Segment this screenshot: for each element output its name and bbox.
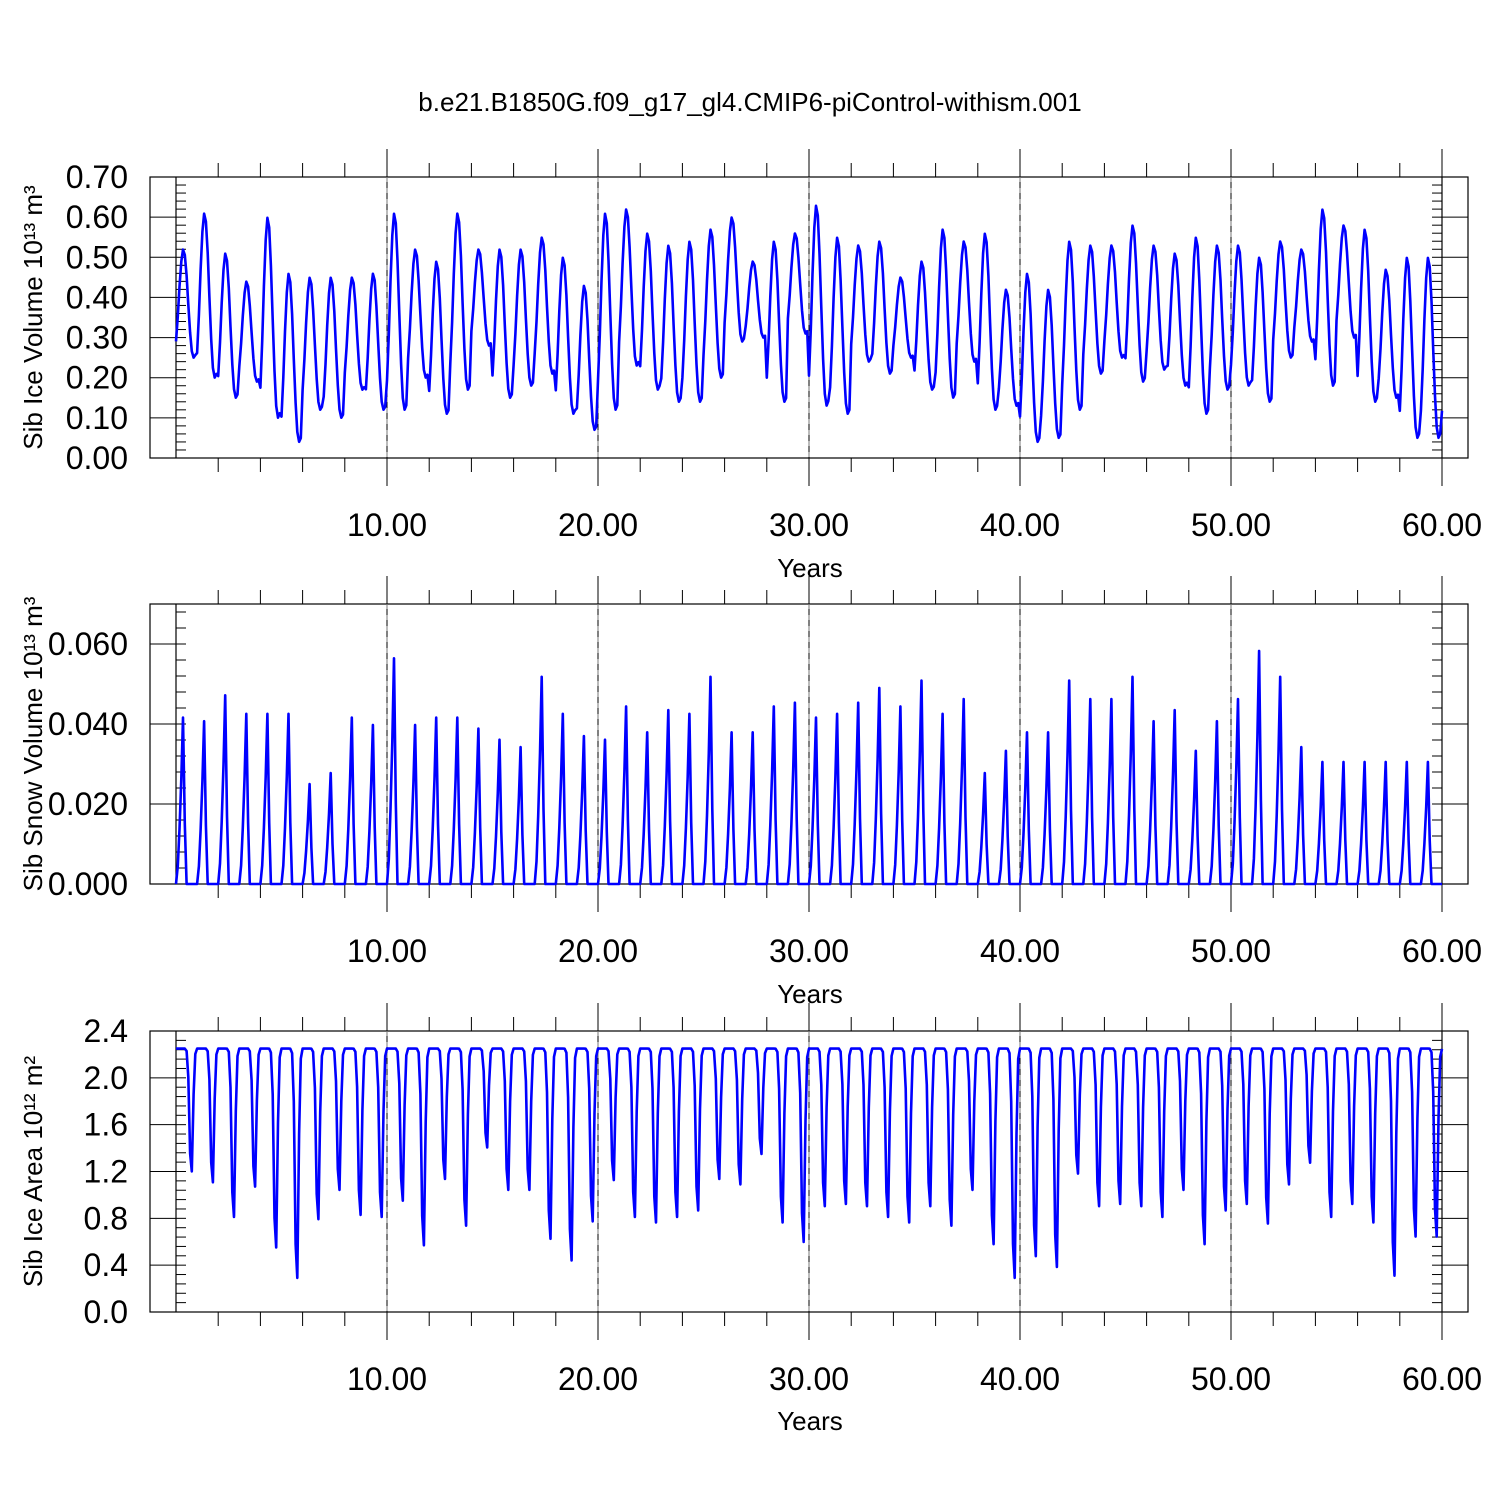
snow-volume-series-line [174,649,1442,886]
ice-area-y-tick-label: 0.0 [84,1294,128,1330]
snow-volume-panel: Years 10.00 20.00 30.00 40.00 50.00 60.00 0.00… [18,576,1482,1009]
ice-volume-y-tick-label: 0.70 [66,159,128,195]
ice-volume-x-tick-label: 30.00 [769,507,849,543]
ice-volume-x-tick-label: 60.00 [1402,507,1482,543]
ice-area-y-tick-label: 1.6 [84,1107,128,1143]
ice-volume-y-tick-label: 0.50 [66,239,128,275]
ice-volume-y-tick-label: 0.30 [66,320,128,356]
snow-volume-y-tick-label: 0.040 [48,706,128,742]
ice-area-y-label: Sib Ice Area 10¹² m² [18,1056,48,1288]
ice-area-x-label: Years [777,1406,843,1436]
snow-volume-y-tick-label: 0.060 [48,626,128,662]
snow-volume-y-tick-label: 0.000 [48,866,128,902]
snow-volume-x-tick-label: 10.00 [347,933,427,969]
ice-area-x-tick-label: 50.00 [1191,1361,1271,1397]
snow-volume-y-tick-label: 0.020 [48,786,128,822]
ice-area-y-tick-label: 2.4 [84,1013,128,1049]
ice-area-x-tick-label: 40.00 [980,1361,1060,1397]
ice-area-y-tick-label: 0.4 [84,1247,128,1283]
ice-volume-y-tick-label: 0.40 [66,279,128,315]
ice-area-series-line [176,1047,1444,1280]
snow-volume-x-tick-label: 20.00 [558,933,638,969]
ice-volume-y-tick-label: 0.20 [66,360,128,396]
figure-title: b.e21.B1850G.f09_g17_gl4.CMIP6-piControl… [418,87,1081,117]
ice-volume-y-tick-label: 0.10 [66,400,128,436]
ice-volume-x-tick-label: 10.00 [347,507,427,543]
ice-volume-x-label: Years [777,553,843,583]
ice-area-x-tick-label: 20.00 [558,1361,638,1397]
ice-area-panel: Years 10.00 20.00 30.00 40.00 50.00 60.00 0.0 0… [18,1003,1482,1436]
ice-volume-x-tick-label: 40.00 [980,507,1060,543]
snow-volume-x-tick-label: 30.00 [769,933,849,969]
ice-area-y-tick-label: 1.2 [84,1154,128,1190]
ice-area-y-tick-label: 2.0 [84,1060,128,1096]
ice-volume-x-tick-label: 20.00 [558,507,638,543]
ice-volume-y-tick-label: 0.60 [66,199,128,235]
ice-area-y-tick-label: 0.8 [84,1200,128,1236]
ice-area-x-tick-label: 60.00 [1402,1361,1482,1397]
ice-volume-panel: Years 10.00 20.00 30.00 40.00 50.00 60.00 0.00… [18,149,1482,583]
ice-area-x-tick-label: 10.00 [347,1361,427,1397]
snow-volume-x-tick-label: 60.00 [1402,933,1482,969]
snow-volume-x-tick-label: 50.00 [1191,933,1271,969]
ice-volume-y-label: Sib Ice Volume 10¹³ m³ [18,185,48,450]
ice-volume-y-tick-label: 0.00 [66,440,128,476]
snow-volume-x-label: Years [777,979,843,1009]
snow-volume-x-tick-label: 40.00 [980,933,1060,969]
ice-volume-x-tick-label: 50.00 [1191,507,1271,543]
ice-volume-series-line [174,204,1444,444]
snow-volume-y-label: Sib Snow Volume 10¹³ m³ [18,596,48,891]
ice-area-x-tick-label: 30.00 [769,1361,849,1397]
